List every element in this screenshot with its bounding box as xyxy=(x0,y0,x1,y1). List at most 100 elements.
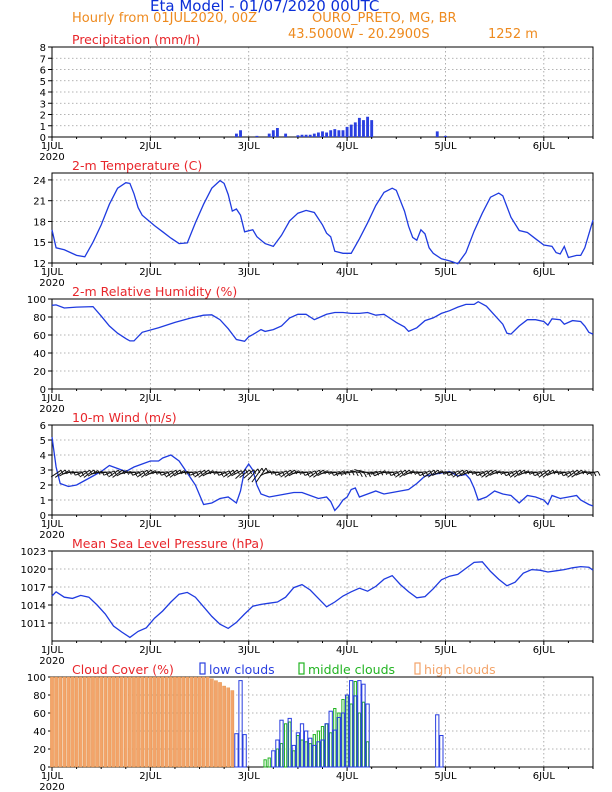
x-tick-label: 4JUL xyxy=(336,393,359,404)
cloud-bar-low xyxy=(349,680,354,768)
y-tick-label: 2 xyxy=(40,111,46,122)
precip-bar xyxy=(370,120,374,137)
wind-barb xyxy=(79,469,91,478)
y-tick-label: 3 xyxy=(40,99,46,110)
wind-barb xyxy=(329,471,340,474)
wind-barbs xyxy=(50,467,601,483)
cloud-bar-high xyxy=(210,678,214,768)
x-tick-label: 2JUL xyxy=(139,519,162,530)
wind-barb xyxy=(448,470,459,477)
x-tick-label: 2JUL xyxy=(139,645,162,656)
cloud-bar-low xyxy=(295,732,301,768)
wind-barb xyxy=(391,470,402,476)
y-tick-label: 60 xyxy=(33,331,46,342)
wind-barb xyxy=(477,470,488,477)
x-tick-label: 1JUL xyxy=(41,519,64,530)
cloud-bar-high xyxy=(148,676,153,768)
cloud-bar-high xyxy=(152,676,157,768)
precip-bar xyxy=(325,132,329,137)
x-year-label: 2020 xyxy=(39,530,64,541)
wind-barb xyxy=(370,470,381,475)
cloud-bar-high xyxy=(58,676,62,768)
wind-barb xyxy=(268,471,279,474)
cloud-bar-high xyxy=(107,676,112,768)
y-tick-label: 1020 xyxy=(21,565,46,576)
wind-barb xyxy=(333,470,345,476)
y-tick-label: 7 xyxy=(40,54,46,65)
wind-barb xyxy=(513,469,525,478)
cloud-bar-middle xyxy=(316,730,321,768)
y-tick-label: 2 xyxy=(40,481,46,492)
cloud-bar-middle xyxy=(337,712,341,768)
y-tick-label: 0 xyxy=(40,763,46,774)
precip-bar xyxy=(435,131,439,137)
cloud-bar-low xyxy=(287,717,292,768)
precip-bar xyxy=(345,126,349,137)
cloud-bar-low xyxy=(357,680,362,768)
cloud-bar-high xyxy=(205,676,210,768)
y-tick-label: 21 xyxy=(33,197,46,208)
wind-barb xyxy=(415,471,426,474)
x-tick-label: 5JUL xyxy=(434,393,457,404)
station-elevation: 1252 m xyxy=(488,27,538,42)
cloud-bar-high xyxy=(177,676,181,768)
x-tick-label: 5JUL xyxy=(434,267,457,278)
wind-barb xyxy=(100,471,111,474)
x-year-label: 2020 xyxy=(39,656,64,667)
wind-barb xyxy=(456,469,468,478)
cloud-bar-middle xyxy=(320,726,325,768)
wind-barb xyxy=(387,471,398,474)
wind-barb xyxy=(444,471,455,474)
precip-bar xyxy=(321,131,324,137)
wind-barb xyxy=(583,471,594,474)
cloud-bar-middle xyxy=(279,743,284,768)
legend-label: low clouds xyxy=(209,662,275,677)
wind-barb xyxy=(337,470,349,475)
y-tick-label: 1017 xyxy=(21,583,46,594)
wind-barb xyxy=(399,469,410,478)
y-tick-label: 1011 xyxy=(21,619,46,630)
panel-temperature: 12 15 18 21 24 1JUL 2JUL 3JUL 4JUL 5JUL 6JUL 2020 2-… xyxy=(33,158,594,289)
wind-barb xyxy=(350,470,361,474)
wind-barb xyxy=(313,469,324,478)
x-tick-label: 1JUL xyxy=(41,771,64,782)
wind-barb xyxy=(571,469,582,478)
cloud-bar-high xyxy=(164,676,169,768)
y-tick-label: 1014 xyxy=(21,601,46,612)
wind-barb xyxy=(563,470,574,477)
x-tick-label: 6JUL xyxy=(533,393,556,404)
panel-title: Cloud Cover (%) xyxy=(72,662,174,677)
y-tick-label: 100 xyxy=(27,295,46,306)
precip-bar xyxy=(284,133,288,137)
wind-barb-flag xyxy=(597,471,601,476)
x-tick-label: 1JUL xyxy=(41,267,64,278)
precip-bar xyxy=(239,130,242,137)
cloud-bar-high xyxy=(156,676,161,768)
wind-barb xyxy=(469,471,480,474)
cloud-bar-high xyxy=(119,676,124,768)
cloud-bar-high xyxy=(128,676,132,768)
cloud-bar-low xyxy=(271,750,276,768)
series-line xyxy=(51,179,594,265)
cloud-bar-middle xyxy=(353,681,357,768)
cloud-bar-middle xyxy=(349,703,353,768)
cloud-bar-high xyxy=(222,685,226,768)
series-line xyxy=(51,561,594,639)
cloud-bar-high xyxy=(140,676,144,768)
precip-bar xyxy=(444,135,447,137)
wind-barb xyxy=(559,471,570,475)
cloud-bar-middle xyxy=(361,701,366,768)
cloud-bar-low xyxy=(340,712,346,768)
y-tick-label: 80 xyxy=(33,691,46,702)
cloud-bar-middle xyxy=(267,757,271,768)
cloud-bar-middle xyxy=(304,741,308,768)
y-tick-label: 18 xyxy=(33,217,46,228)
cloud-bar-high xyxy=(66,676,71,768)
precip-bar xyxy=(362,120,365,137)
cloud-bar-high xyxy=(91,676,95,768)
y-tick-label: 0 xyxy=(40,511,46,522)
wind-barb xyxy=(54,469,66,478)
x-tick-label: 4JUL xyxy=(336,771,359,782)
